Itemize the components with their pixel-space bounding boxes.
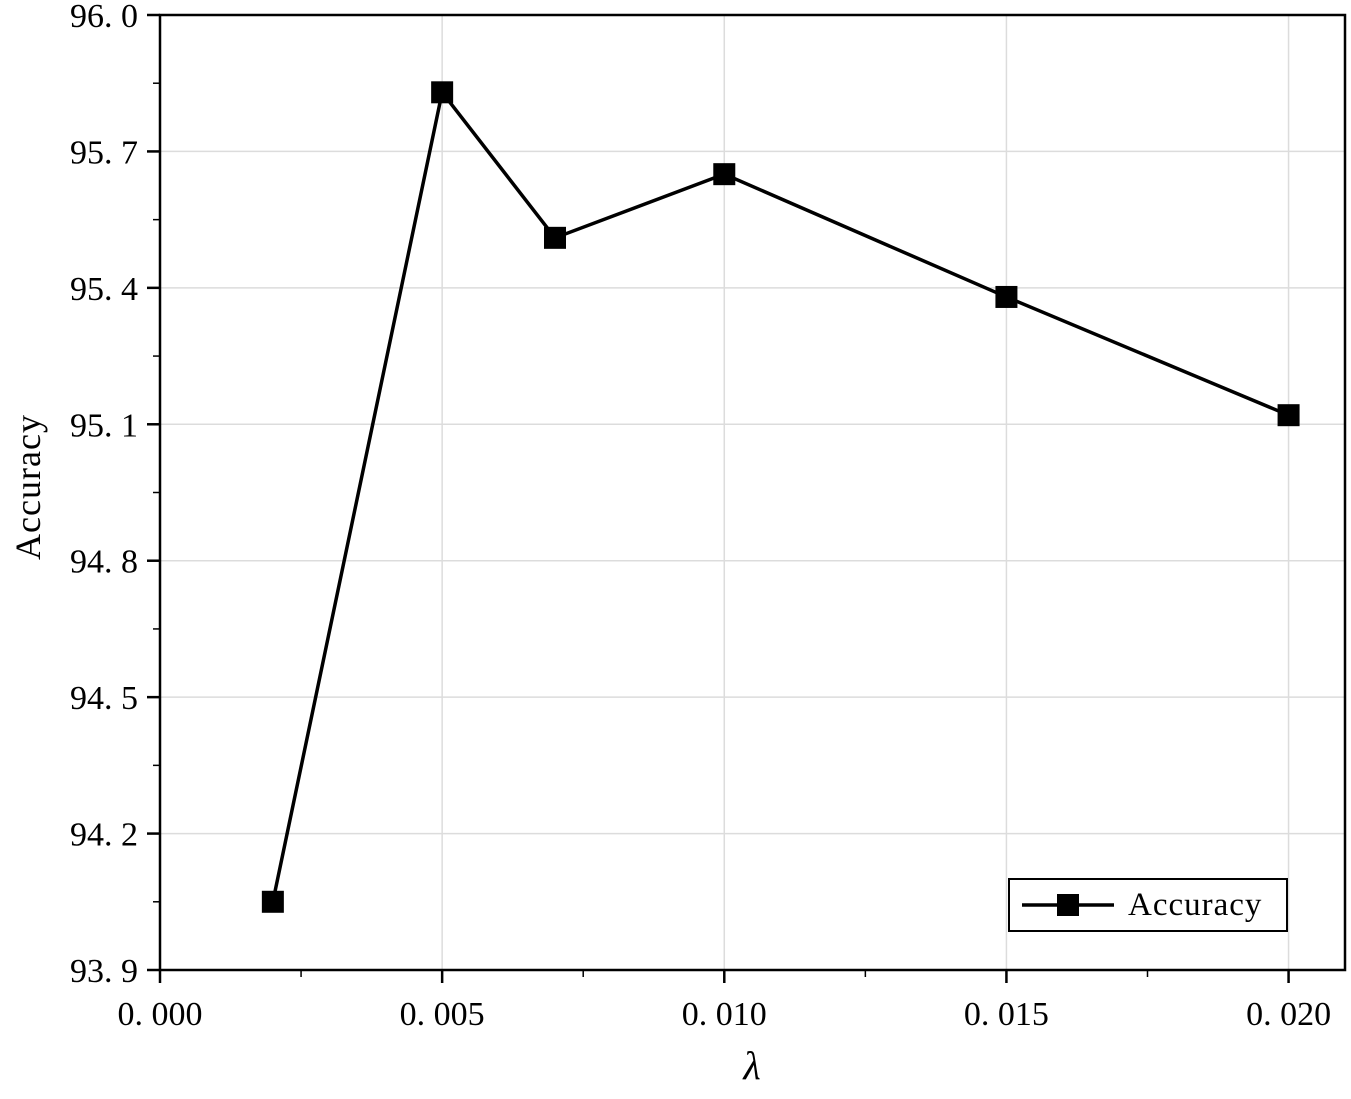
y-axis-label: Accuracy: [8, 414, 48, 560]
legend: Accuracy: [1008, 878, 1288, 932]
y-tick-label: 93. 9: [70, 953, 138, 990]
data-series-line: [271, 88, 1290, 903]
data-point-marker: [995, 285, 1018, 308]
y-tick-label: 95. 7: [70, 134, 138, 171]
x-tick-label: 0. 000: [118, 996, 203, 1033]
data-point-marker: [713, 163, 736, 186]
legend-marker-icon: [1022, 894, 1114, 916]
data-point-marker: [544, 226, 566, 249]
y-tick-label: 94. 5: [70, 680, 138, 717]
data-point-marker: [261, 890, 284, 913]
x-tick-label: 0. 015: [964, 996, 1049, 1033]
data-series-accuracy: [261, 81, 1300, 913]
x-tick-label: 0. 010: [682, 996, 767, 1033]
y-tick-label: 94. 2: [70, 817, 138, 854]
y-tick-label: 95. 4: [70, 271, 138, 308]
y-tick-label: 96. 0: [70, 0, 138, 35]
tick-layer: 0. 000 0. 005 0. 010 0. 015 0. 020 93. 9 94. 2…: [70, 0, 1331, 1033]
x-tick-label: 0. 020: [1246, 996, 1331, 1033]
data-point-marker: [1277, 404, 1300, 427]
y-tick-label: 94. 8: [70, 544, 138, 581]
y-tick-label: 95. 1: [70, 407, 138, 444]
x-axis-label: λ: [743, 1043, 761, 1088]
x-tick-label: 0. 005: [400, 996, 485, 1033]
data-point-marker: [431, 81, 454, 104]
legend-label: Accuracy: [1128, 886, 1263, 923]
